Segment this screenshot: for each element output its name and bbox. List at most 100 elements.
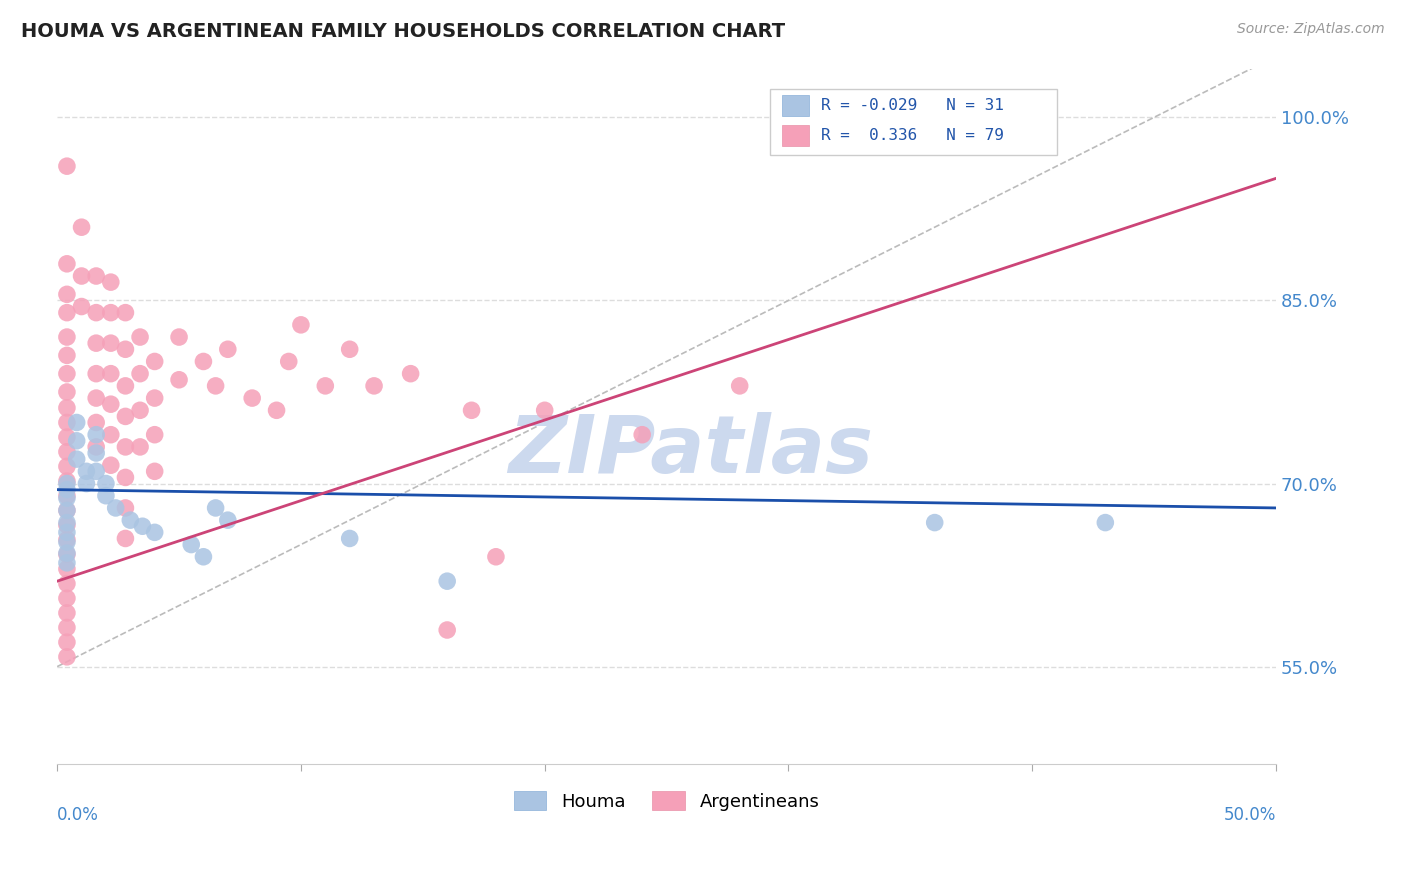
- Point: [56, 546, 79, 560]
- Point: [56, 444, 79, 458]
- Point: [84, 446, 107, 460]
- Point: [84, 391, 107, 405]
- Point: [114, 470, 136, 484]
- Point: [143, 354, 166, 368]
- Point: [56, 562, 79, 576]
- Point: [143, 391, 166, 405]
- Point: [75, 476, 97, 491]
- Text: 0.0%: 0.0%: [58, 806, 98, 824]
- Point: [533, 403, 555, 417]
- Point: [114, 532, 136, 546]
- Point: [1094, 516, 1116, 530]
- Point: [131, 519, 153, 533]
- Point: [56, 483, 79, 497]
- Point: [56, 576, 79, 591]
- Point: [84, 464, 107, 478]
- Point: [114, 409, 136, 424]
- Point: [56, 635, 79, 649]
- Point: [104, 500, 127, 515]
- Point: [66, 434, 89, 448]
- Point: [399, 367, 422, 381]
- Point: [114, 379, 136, 393]
- Text: R =  0.336   N = 79: R = 0.336 N = 79: [821, 128, 1004, 143]
- Point: [56, 503, 79, 517]
- Point: [84, 305, 107, 319]
- Point: [129, 440, 152, 454]
- Point: [100, 275, 122, 289]
- Point: [114, 440, 136, 454]
- Text: Source: ZipAtlas.com: Source: ZipAtlas.com: [1237, 22, 1385, 37]
- Point: [114, 305, 136, 319]
- Point: [56, 401, 79, 415]
- Point: [100, 397, 122, 411]
- Point: [56, 430, 79, 444]
- Point: [66, 452, 89, 467]
- Bar: [782, 95, 810, 116]
- Point: [924, 516, 946, 530]
- Point: [94, 489, 117, 503]
- Point: [70, 300, 93, 314]
- Point: [56, 159, 79, 173]
- Point: [100, 336, 122, 351]
- Point: [129, 367, 152, 381]
- Point: [84, 336, 107, 351]
- Point: [56, 416, 79, 430]
- Point: [277, 354, 299, 368]
- FancyBboxPatch shape: [770, 89, 1056, 155]
- Point: [114, 343, 136, 357]
- Point: [84, 416, 107, 430]
- Point: [56, 330, 79, 344]
- Point: [84, 367, 107, 381]
- Point: [143, 464, 166, 478]
- Point: [56, 535, 79, 549]
- Point: [70, 220, 93, 235]
- Point: [56, 649, 79, 664]
- Point: [180, 537, 202, 551]
- Point: [460, 403, 482, 417]
- Point: [100, 367, 122, 381]
- Point: [56, 459, 79, 474]
- Point: [56, 257, 79, 271]
- Point: [56, 556, 79, 570]
- Point: [143, 525, 166, 540]
- Point: [167, 373, 190, 387]
- Text: HOUMA VS ARGENTINEAN FAMILY HOUSEHOLDS CORRELATION CHART: HOUMA VS ARGENTINEAN FAMILY HOUSEHOLDS C…: [21, 22, 785, 41]
- Point: [204, 379, 226, 393]
- Point: [314, 379, 336, 393]
- Point: [485, 549, 508, 564]
- Point: [56, 489, 79, 503]
- Point: [84, 427, 107, 442]
- Point: [363, 379, 385, 393]
- Point: [240, 391, 263, 405]
- Point: [56, 367, 79, 381]
- Point: [56, 305, 79, 319]
- Point: [204, 500, 226, 515]
- Point: [129, 330, 152, 344]
- Point: [56, 621, 79, 635]
- Point: [290, 318, 312, 332]
- Point: [100, 458, 122, 473]
- Legend: Houma, Argentineans: Houma, Argentineans: [506, 784, 827, 818]
- Point: [266, 403, 288, 417]
- Point: [436, 574, 458, 589]
- Point: [114, 500, 136, 515]
- Point: [100, 427, 122, 442]
- Text: R = -0.029   N = 31: R = -0.029 N = 31: [821, 98, 1004, 113]
- Point: [217, 513, 239, 527]
- Point: [56, 516, 79, 530]
- Point: [436, 623, 458, 637]
- Point: [167, 330, 190, 344]
- Point: [56, 491, 79, 505]
- Text: ZIPatlas: ZIPatlas: [509, 412, 873, 491]
- Point: [84, 268, 107, 283]
- Point: [120, 513, 142, 527]
- Point: [193, 354, 215, 368]
- Point: [56, 287, 79, 301]
- Point: [217, 343, 239, 357]
- Point: [631, 427, 654, 442]
- Point: [339, 532, 361, 546]
- Point: [75, 464, 97, 478]
- Point: [56, 533, 79, 547]
- Bar: [782, 125, 810, 145]
- Point: [56, 474, 79, 488]
